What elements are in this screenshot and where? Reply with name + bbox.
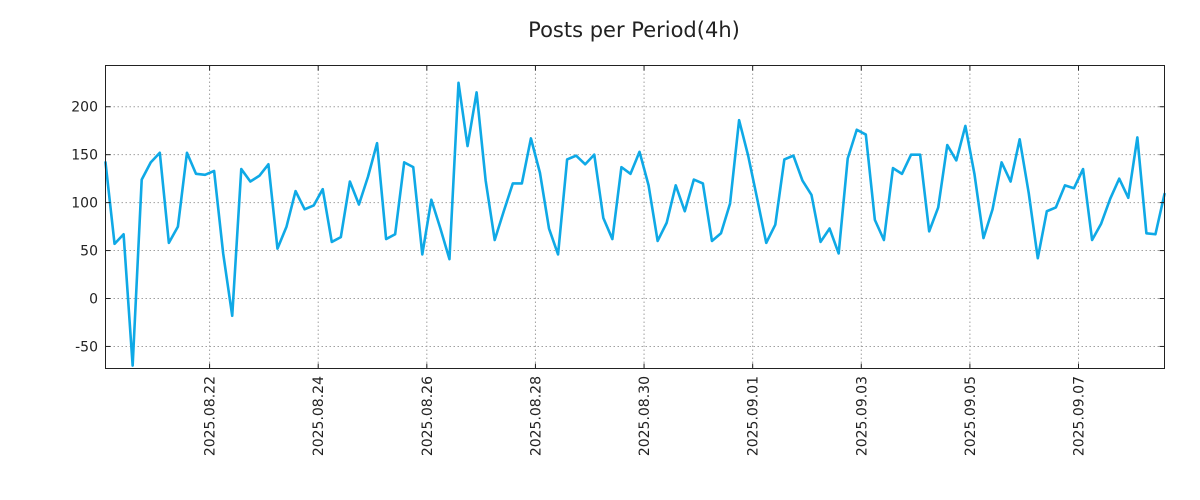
ticks — [105, 65, 1165, 369]
series-layer — [104, 81, 1166, 367]
x-tick-label: 2025.09.03 — [854, 376, 870, 456]
x-tick-labels: 2025.08.22 2025.08.24 2025.08.26 2025.08.28… — [203, 376, 1088, 456]
x-tick-label: 2025.09.07 — [1072, 376, 1088, 456]
x-tick-label: 2025.08.30 — [637, 376, 653, 456]
x-tick-label: 2025.08.28 — [528, 376, 544, 456]
chart-title: Posts per Period(4h) — [528, 18, 740, 42]
x-tick-label: 2025.08.24 — [311, 376, 327, 456]
x-tick-label: 2025.08.22 — [203, 376, 219, 456]
x-tick-label: 2025.09.01 — [746, 376, 762, 456]
series-line-posts — [104, 81, 1166, 367]
plot-frame — [105, 65, 1165, 369]
y-tick-label: 200 — [71, 100, 98, 116]
x-tick-label: 2025.08.26 — [420, 376, 436, 456]
y-tick-labels: -50 0 50 100 150 200 — [71, 100, 98, 356]
y-tick-label: 50 — [80, 244, 98, 260]
y-tick-label: 100 — [71, 196, 98, 212]
y-tick-label: -50 — [75, 339, 98, 355]
y-tick-label: 0 — [89, 292, 98, 308]
y-tick-label: 150 — [71, 148, 98, 164]
x-tick-label: 2025.09.05 — [963, 376, 979, 456]
grid — [105, 65, 1165, 369]
